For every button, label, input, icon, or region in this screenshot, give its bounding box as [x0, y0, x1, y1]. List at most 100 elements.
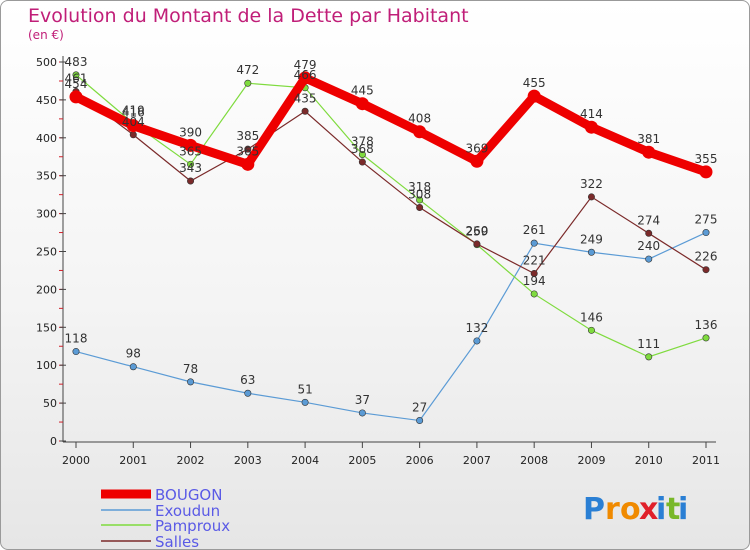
point-exoudun: [358, 409, 366, 417]
logo-letter: t: [666, 492, 680, 527]
data-label-salles: 226: [695, 250, 718, 264]
logo-letter: x: [639, 492, 658, 527]
y-tick-label: 500: [36, 56, 57, 69]
logo-letter: P: [583, 492, 605, 527]
x-tick-label: 2004: [291, 454, 319, 467]
legend-label-pamproux: Pamproux: [155, 517, 230, 535]
point-pamproux: [587, 326, 595, 334]
point-pamproux: [187, 160, 195, 168]
logo-letter: i: [678, 492, 688, 527]
series-line-bougon: [71, 72, 711, 177]
point-pamproux: [702, 334, 710, 342]
point-exoudun: [530, 239, 538, 247]
point-bougon: [69, 90, 83, 104]
point-bougon: [699, 165, 713, 179]
data-label-exoudun: 249: [580, 232, 603, 246]
point-bougon: [527, 89, 541, 103]
point-pamproux: [72, 71, 80, 79]
point-bougon: [241, 157, 255, 171]
point-pamproux: [416, 196, 424, 204]
point-salles: [301, 107, 309, 115]
data-label-salles: 322: [580, 177, 603, 191]
data-label-salles: 368: [351, 142, 374, 156]
data-label-bougon: 390: [179, 125, 202, 139]
logo-letter: i: [656, 492, 666, 527]
series-line-salles: [75, 90, 707, 275]
point-pamproux: [358, 150, 366, 158]
data-label-bougon: 416: [122, 106, 145, 120]
point-salles: [129, 131, 137, 139]
logo-letter: r: [605, 492, 620, 527]
data-label-exoudun: 27: [412, 401, 427, 415]
point-bougon: [470, 154, 484, 168]
series-lines: [69, 71, 713, 425]
x-tick-label: 2011: [692, 454, 720, 467]
data-label-pamproux: 318: [408, 180, 431, 194]
point-pamproux: [244, 79, 252, 87]
data-label-bougon: 381: [637, 132, 660, 146]
y-tick-label: 350: [36, 170, 57, 183]
point-exoudun: [587, 248, 595, 256]
point-exoudun: [702, 229, 710, 237]
y-tick-label: 450: [36, 94, 57, 107]
point-exoudun: [416, 417, 424, 425]
point-exoudun: [129, 363, 137, 371]
point-salles: [244, 145, 252, 153]
point-salles: [358, 158, 366, 166]
x-tick-label: 2005: [348, 454, 376, 467]
x-tick-label: 2000: [62, 454, 90, 467]
data-label-pamproux: 194: [523, 274, 546, 288]
logo-letter: o: [620, 492, 641, 527]
data-label-exoudun: 51: [297, 382, 312, 396]
data-label-bougon: 479: [294, 58, 317, 72]
axes: 0 50 100 150 200 250 300 350 400 450 500 2000 2001 20…: [36, 56, 720, 467]
data-label-bougon: 408: [408, 112, 431, 126]
point-bougon: [642, 145, 656, 159]
point-exoudun: [72, 348, 80, 356]
point-exoudun: [645, 255, 653, 263]
point-bougon: [355, 97, 369, 111]
unit-label: (en €): [28, 28, 64, 42]
x-tick-label: 2010: [635, 454, 663, 467]
data-label-bougon: 445: [351, 84, 374, 98]
data-label-exoudun: 78: [183, 362, 198, 376]
data-label-salles: 260: [465, 224, 488, 238]
x-tick-label: 2001: [119, 454, 147, 467]
point-pamproux: [645, 353, 653, 361]
data-label-bougon: 369: [465, 141, 488, 155]
data-label-bougon: 365: [236, 144, 259, 158]
point-exoudun: [187, 378, 195, 386]
data-label-exoudun: 63: [240, 373, 255, 387]
point-bougon: [298, 71, 312, 85]
data-label-salles: 343: [179, 161, 202, 175]
data-label-pamproux: 378: [351, 134, 374, 148]
y-tick-label: 150: [36, 321, 57, 334]
point-bougon: [184, 138, 198, 152]
x-tick-label: 2002: [177, 454, 205, 467]
data-label-pamproux: 365: [179, 144, 202, 158]
data-label-salles: 274: [637, 213, 660, 227]
y-tick-label: 100: [36, 359, 57, 372]
data-label-salles: 221: [523, 253, 546, 267]
y-tick-label: 400: [36, 132, 57, 145]
legend-label-salles: Salles: [155, 533, 199, 550]
point-bougon: [584, 120, 598, 134]
legend-label-bougon: BOUGON: [155, 486, 222, 504]
data-label-pamproux: 146: [580, 310, 603, 324]
data-label-pamproux: 466: [294, 68, 317, 82]
data-label-bougon: 414: [580, 107, 603, 121]
data-label-bougon: 355: [695, 152, 718, 166]
data-label-exoudun: 261: [523, 223, 546, 237]
data-label-salles: 385: [236, 129, 259, 143]
chart-title: Evolution du Montant de la Dette par Hab…: [28, 5, 469, 27]
x-tick-label: 2007: [463, 454, 491, 467]
point-salles: [473, 240, 481, 248]
point-pamproux: [530, 290, 538, 298]
series-line-pamproux: [75, 74, 707, 358]
point-salles: [587, 193, 595, 201]
x-tick-label: 2003: [234, 454, 262, 467]
data-label-bougon: 454: [65, 77, 88, 91]
